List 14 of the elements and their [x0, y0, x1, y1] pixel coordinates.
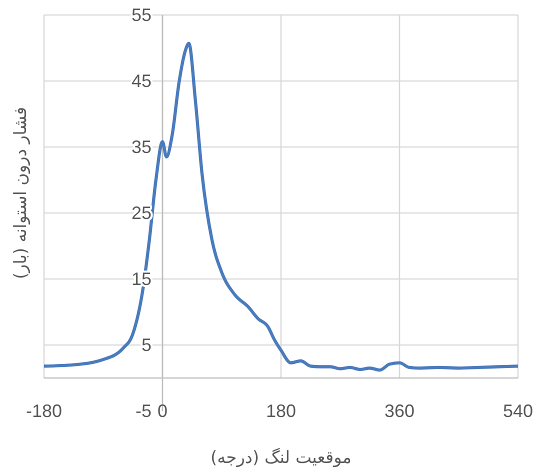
y-tick-label: 35 [131, 137, 152, 157]
x-tick-label: -180 [26, 401, 62, 421]
y-tick-label: 25 [131, 203, 152, 223]
x-tick-label: 540 [502, 401, 534, 421]
line-series [42, 42, 520, 372]
y-tick-label: 55 [131, 5, 152, 25]
x-tick-label: 180 [266, 401, 296, 421]
y-axis-title: فشار درون استوانه (بار) [11, 106, 31, 280]
y-tick-label: 5 [141, 335, 152, 355]
x-tick-label: 0 [157, 401, 168, 421]
y-tick-label: 45 [131, 71, 152, 91]
x-tick-label: 360 [384, 401, 415, 421]
y-tick-label: -5 [135, 401, 152, 421]
x-axis-title: موقعیت لنگ (درجه) [210, 447, 352, 468]
